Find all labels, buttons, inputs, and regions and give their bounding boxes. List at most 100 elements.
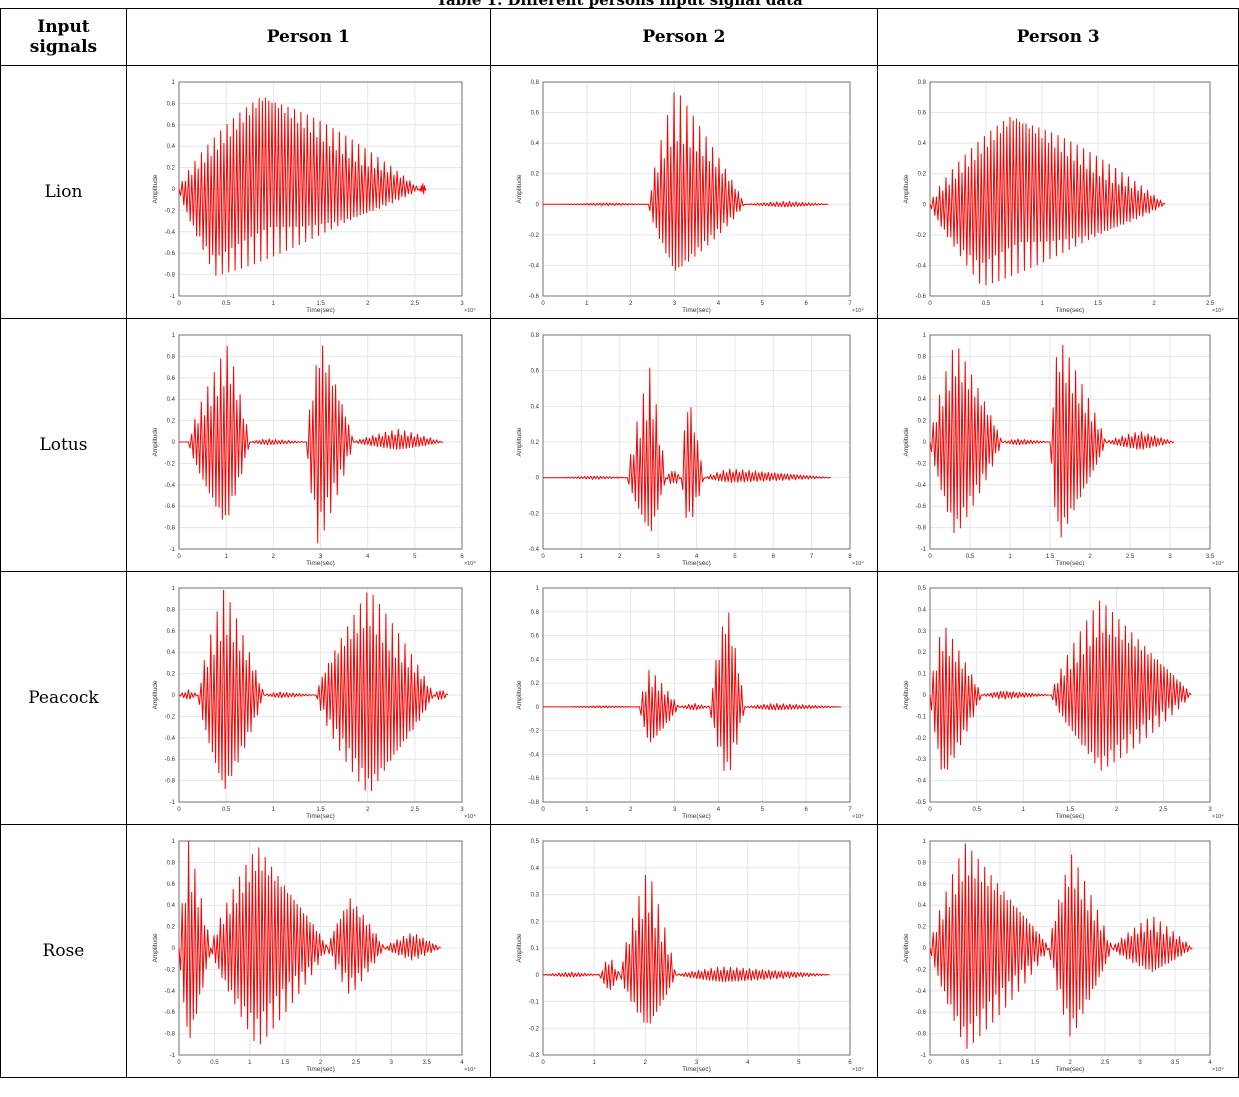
x-tick-label: 5 bbox=[413, 554, 417, 560]
y-axis-label: Amplitude bbox=[516, 680, 523, 709]
x-axis-label: Time(sec) bbox=[682, 307, 711, 314]
x-tick-label: 3.5 bbox=[1206, 554, 1215, 560]
x-tick-label: 1 bbox=[1009, 554, 1013, 560]
x-tick-label: 3 bbox=[460, 301, 464, 307]
plot-cell: 0 0.5 1 1.5 2 2.5 3 -1 -0.8 -0.6 -0.4 -0.2 0 0.2 0.4 0.… bbox=[125, 65, 491, 319]
waveform-chart: 0 0.5 1 1.5 2 2.5 3 -0.5 -0.4 -0.3 -0.2 -0.1 0 0.1 0.2… bbox=[903, 586, 1224, 820]
x-tick-label: 1 bbox=[579, 554, 583, 560]
x-tick-label: 3 bbox=[673, 301, 677, 307]
x-axis-label: Time(sec) bbox=[1056, 1066, 1085, 1073]
axes-box bbox=[542, 587, 851, 803]
x-tick-label: 6 bbox=[848, 1060, 852, 1066]
plot-cell: 0 0.5 1 1.5 2 2.5 3 3.5 4 -1 -0.8 -0.6 -0.4 -0.2 0 0.2 0… bbox=[877, 824, 1239, 1078]
y-tick-label: 0.8 bbox=[918, 80, 927, 86]
x-tick-label: 1.5 bbox=[316, 807, 325, 813]
waveform-chart: 0 0.5 1 1.5 2 2.5 3 3.5 4 -1 -0.8 -0.6 -0.4 -0.2 0 0.2 0… bbox=[903, 839, 1224, 1073]
y-tick-label: 0 bbox=[923, 440, 927, 446]
y-tick-label: -0.4 bbox=[165, 736, 176, 742]
signal-line bbox=[929, 116, 1166, 286]
x-tick-label: 3 bbox=[1209, 807, 1213, 813]
header-row: Input signals Person 1 Person 2 Person 3 bbox=[0, 8, 1239, 66]
header-input-signals-line1: Input bbox=[37, 17, 90, 37]
y-tick-label: 0.8 bbox=[167, 354, 176, 360]
y-tick-label: 0.6 bbox=[918, 111, 927, 117]
y-tick-label: -0.8 bbox=[165, 779, 176, 785]
x-tick-label: 1.5 bbox=[1066, 807, 1075, 813]
x-tick-label: 0 bbox=[177, 301, 181, 307]
waveform-chart: 0 1 2 3 4 5 6 7 8 -0.4 -0.2 0 0.2 0.4 0.6 0.8 Time(sec) A… bbox=[516, 333, 864, 567]
header-person-1: Person 1 bbox=[125, 8, 491, 66]
plot-cell: 0 1 2 3 4 5 6 -1 -0.8 -0.6 -0.4 -0.2 0 0.2 0.4 0.6 0.8 1 T… bbox=[125, 318, 491, 572]
y-tick-label: 0 bbox=[172, 946, 176, 952]
y-tick-label: 0.6 bbox=[530, 634, 539, 640]
y-tick-label: 0.2 bbox=[167, 672, 176, 678]
y-tick-label: 0 bbox=[923, 693, 927, 699]
x-tick-label: 2 bbox=[1153, 301, 1157, 307]
x-tick-label: 3.5 bbox=[422, 1060, 431, 1066]
x-tick-label: 1 bbox=[272, 807, 276, 813]
table-row-rose: Rose 0 0.5 1 1.5 2 2.5 3 3.5 4 -1 -0.8 -0.6 -0.4 -0.2… bbox=[0, 824, 1239, 1078]
y-tick-label: -1 bbox=[170, 294, 176, 300]
y-tick-label: -0.2 bbox=[528, 511, 539, 517]
x-exponent-label: ×10⁴ bbox=[1212, 560, 1224, 567]
x-tick-label: 4 bbox=[694, 554, 698, 560]
table-row-lotus: Lotus 0 1 2 3 4 5 6 -1 -0.8 -0.6 -0.4 -0.2 0 0.2 0.4 0.… bbox=[0, 318, 1239, 572]
header-person-3: Person 3 bbox=[877, 8, 1239, 66]
signal-line bbox=[178, 840, 442, 1045]
x-tick-label: 0 bbox=[541, 807, 545, 813]
y-tick-label: -1 bbox=[921, 1053, 927, 1059]
x-axis-label: Time(sec) bbox=[306, 1066, 335, 1073]
x-tick-label: 3 bbox=[694, 1060, 698, 1066]
y-tick-label: -0.2 bbox=[916, 461, 927, 467]
y-tick-label: 0.6 bbox=[530, 369, 539, 375]
waveform-chart: 0 1 2 3 4 5 6 7 -0.8 -0.6 -0.4 -0.2 0 0.2 0.4 0.6 0.8 1 Ti… bbox=[516, 586, 864, 820]
y-tick-label: 1 bbox=[172, 839, 176, 845]
table-row-lion: Lion 0 0.5 1 1.5 2 2.5 3 -1 -0.8 -0.6 -0.4 -0.2 0 0.2… bbox=[0, 65, 1239, 319]
y-tick-label: 0.3 bbox=[918, 629, 927, 635]
x-tick-label: 0 bbox=[929, 301, 933, 307]
signal-line bbox=[929, 600, 1192, 771]
y-tick-label: -0.4 bbox=[528, 752, 539, 758]
y-tick-label: -0.8 bbox=[916, 1032, 927, 1038]
y-tick-label: 0.8 bbox=[530, 610, 539, 616]
y-tick-label: 0.4 bbox=[918, 141, 927, 147]
x-exponent-label: ×10⁴ bbox=[464, 813, 476, 820]
y-tick-label: 0.5 bbox=[530, 839, 539, 845]
y-axis-label: Amplitude bbox=[903, 174, 910, 203]
x-tick-label: 6 bbox=[460, 554, 464, 560]
x-tick-label: 1.5 bbox=[1031, 1060, 1040, 1066]
y-tick-label: 1 bbox=[923, 333, 927, 339]
x-tick-label: 0.5 bbox=[961, 1060, 970, 1066]
signal-line bbox=[542, 367, 831, 532]
y-tick-label: 0.6 bbox=[167, 629, 176, 635]
y-tick-label: -0.4 bbox=[165, 989, 176, 995]
waveform-chart: 0 1 2 3 4 5 6 -1 -0.8 -0.6 -0.4 -0.2 0 0.2 0.4 0.6 0.8 1 T… bbox=[152, 333, 476, 567]
x-exponent-label: ×10⁴ bbox=[852, 560, 864, 567]
x-exponent-label: ×10⁴ bbox=[464, 560, 476, 567]
x-tick-label: 2.5 bbox=[1159, 807, 1168, 813]
header-person-2: Person 2 bbox=[489, 8, 879, 66]
x-tick-label: 0 bbox=[177, 807, 181, 813]
header-input-signals: Input signals bbox=[0, 8, 127, 66]
x-tick-label: 5 bbox=[760, 807, 764, 813]
y-tick-label: 0.8 bbox=[167, 860, 176, 866]
y-tick-label: -0.2 bbox=[916, 233, 927, 239]
y-tick-label: 0.2 bbox=[918, 419, 927, 425]
x-tick-label: 2.5 bbox=[411, 301, 420, 307]
x-tick-label: 2.5 bbox=[1126, 554, 1135, 560]
x-tick-label: 7 bbox=[810, 554, 814, 560]
x-tick-label: 4 bbox=[716, 807, 720, 813]
x-tick-label: 0.5 bbox=[982, 301, 991, 307]
x-tick-label: 0 bbox=[177, 554, 181, 560]
x-axis-label: Time(sec) bbox=[682, 1066, 711, 1073]
x-tick-label: 1 bbox=[592, 1060, 596, 1066]
x-tick-label: 0.5 bbox=[973, 807, 982, 813]
y-tick-label: -0.3 bbox=[528, 1053, 539, 1059]
x-tick-label: 6 bbox=[804, 301, 808, 307]
y-tick-label: 0.4 bbox=[918, 903, 927, 909]
y-tick-label: 1 bbox=[172, 333, 176, 339]
x-tick-label: 0.5 bbox=[222, 301, 231, 307]
x-axis-label: Time(sec) bbox=[306, 813, 335, 820]
y-axis-label: Amplitude bbox=[903, 680, 910, 709]
y-tick-label: 0.8 bbox=[530, 80, 539, 86]
